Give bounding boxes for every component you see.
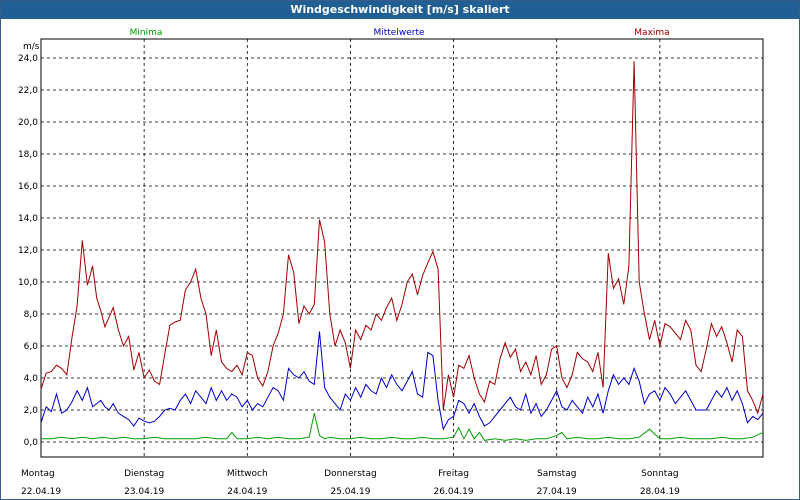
x-day-name: Mittwoch bbox=[227, 469, 268, 479]
x-day-name: Montag bbox=[21, 469, 55, 479]
y-tick-label: 16,0 bbox=[18, 182, 38, 192]
y-tick-label: 12,0 bbox=[18, 246, 38, 256]
y-tick-label: 20,0 bbox=[18, 118, 38, 128]
x-axis-day-labels: Montag 22.04.19 Dienstag 23.04.19 Mittwoch 24… bbox=[21, 469, 680, 497]
x-day-name: Donnerstag bbox=[324, 469, 377, 479]
series-lines bbox=[40, 61, 764, 441]
x-day-name: Sonntag bbox=[641, 469, 678, 479]
x-day-name: Freitag bbox=[438, 469, 469, 479]
y-tick-label: 8,0 bbox=[24, 310, 39, 320]
legend-minima: Minima bbox=[130, 28, 163, 38]
legend-mittelwerte: Mittelwerte bbox=[373, 28, 424, 38]
legend-maxima: Maxima bbox=[634, 28, 669, 38]
x-day-date: 28.04.19 bbox=[640, 487, 680, 497]
x-day-date: 23.04.19 bbox=[124, 487, 164, 497]
series-line-minima bbox=[41, 413, 764, 441]
y-axis-ticks: 0,0 2,0 4,0 6,0 8,0 10,0 12,0 14,0 16,0 18,0 20,0 2… bbox=[18, 54, 38, 448]
y-tick-label: 10,0 bbox=[18, 278, 38, 288]
x-day-date: 22.04.19 bbox=[21, 487, 61, 497]
plot-frame bbox=[40, 38, 764, 458]
y-tick-label: 22,0 bbox=[18, 86, 38, 96]
grid bbox=[40, 38, 764, 458]
series-line-mittelwerte bbox=[40, 331, 764, 431]
y-tick-label: 4,0 bbox=[24, 374, 39, 384]
x-day-name: Samstag bbox=[537, 469, 576, 479]
y-tick-label: 6,0 bbox=[24, 342, 39, 352]
window-title: Windgeschwindigkeit [m/s] skaliert bbox=[1, 1, 799, 19]
y-axis-unit: m/s bbox=[23, 42, 40, 52]
x-day-name: Dienstag bbox=[124, 469, 164, 479]
y-tick-label: 2,0 bbox=[24, 406, 39, 416]
y-tick-label: 18,0 bbox=[18, 150, 38, 160]
series-line-maxima bbox=[40, 61, 764, 415]
x-day-date: 27.04.19 bbox=[537, 487, 577, 497]
y-tick-label: 14,0 bbox=[18, 214, 38, 224]
y-tick-label: 0,0 bbox=[24, 438, 39, 448]
y-tick-label: 24,0 bbox=[18, 54, 38, 64]
x-day-date: 24.04.19 bbox=[227, 487, 267, 497]
x-day-date: 25.04.19 bbox=[330, 487, 370, 497]
x-day-date: 26.04.19 bbox=[434, 487, 474, 497]
